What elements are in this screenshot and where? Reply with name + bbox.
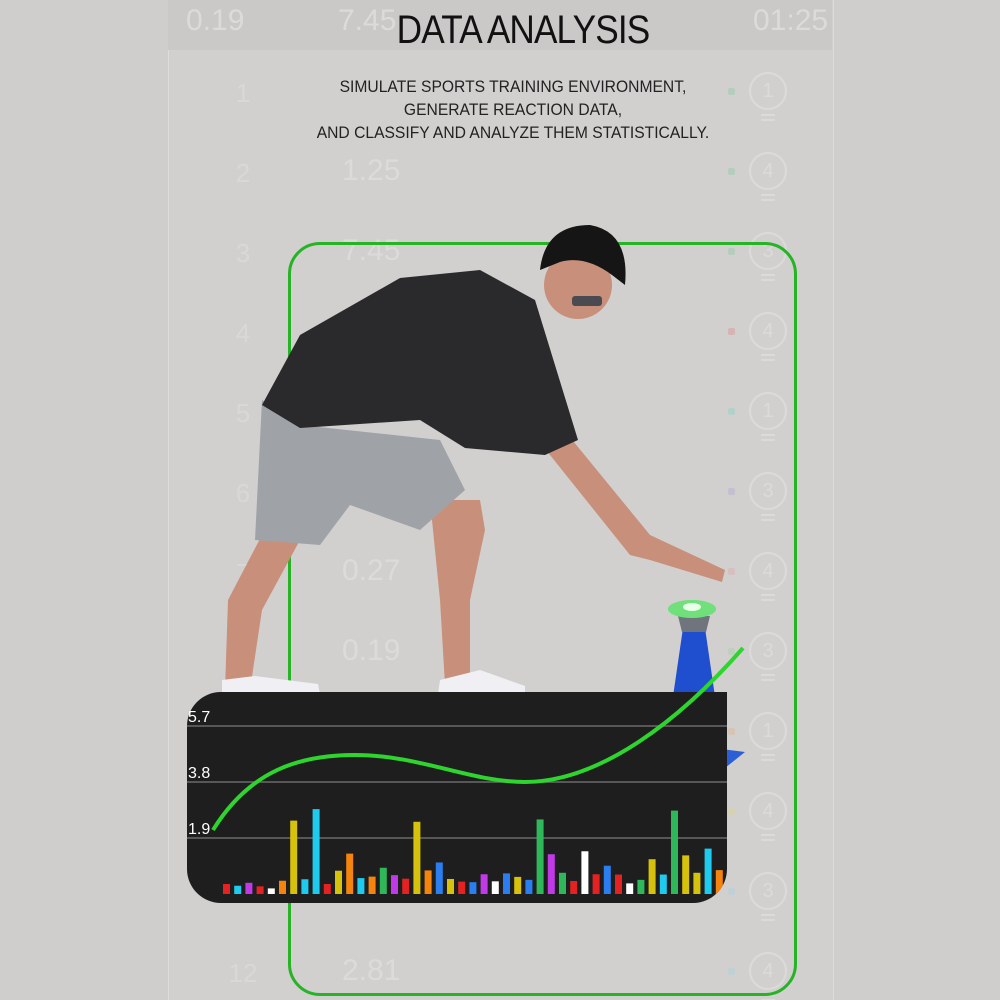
bar (626, 883, 634, 894)
bg-header-time: 01:25 (753, 4, 829, 37)
bar (682, 855, 690, 894)
bar (536, 819, 544, 894)
bg-row-status-dot (728, 968, 735, 975)
bg-target-bulb-icon: 3 (749, 872, 787, 916)
background-header-band: 0.19 7.45 01:25 (168, 0, 832, 50)
bg-target-bulb-icon: 1 (749, 72, 787, 116)
bar (547, 854, 555, 894)
bar (323, 883, 331, 894)
bg-row-value: 1.25 (342, 154, 401, 187)
bar (256, 886, 264, 894)
glasses-icon (572, 296, 602, 306)
bar (581, 851, 589, 894)
bar (413, 821, 421, 894)
athlete (222, 225, 725, 694)
bg-target-bulb-icon: 3 (749, 632, 787, 676)
bar (491, 881, 499, 894)
reaction-chart-panel (187, 692, 727, 903)
bar (603, 865, 611, 894)
bg-target-bulb-icon: 4 (749, 552, 787, 596)
bg-row-index: 12 (228, 958, 258, 988)
bar (379, 867, 387, 894)
bg-row-status-dot (728, 408, 735, 415)
bar (279, 880, 286, 894)
bar (559, 872, 566, 894)
bg-target-bulb-icon: 4 (749, 792, 787, 836)
bar (659, 874, 667, 894)
bar (693, 872, 701, 894)
bar (525, 879, 533, 894)
bar (480, 874, 488, 894)
y-tick-label: 5.7 (188, 709, 211, 726)
bg-row-status-dot (728, 568, 735, 575)
bg-row-index: 4 (235, 318, 251, 348)
bar (447, 878, 454, 894)
bar (223, 883, 230, 894)
bg-row-status-dot (728, 328, 735, 335)
bar (469, 882, 477, 894)
bar (715, 870, 723, 894)
bar (592, 874, 600, 894)
phone-frame-outline (288, 242, 797, 996)
bar (435, 862, 443, 894)
bar (301, 879, 309, 894)
y-tick-label: 1.9 (188, 821, 211, 838)
bar (312, 809, 320, 894)
bar (335, 870, 342, 894)
bg-row-status-dot (728, 168, 735, 175)
subtitle-line: GENERATE REACTION DATA, (403, 100, 623, 119)
bg-row-index: 2 (235, 158, 251, 188)
bar (570, 881, 578, 894)
bg-target-bulb-icon: 1 (749, 712, 787, 756)
bg-row-value: 0.27 (342, 554, 401, 587)
reaction-bar-chart (187, 725, 727, 894)
bar (368, 876, 376, 894)
bg-target-bulb-icon: 4 (749, 312, 787, 356)
shorts (255, 400, 465, 545)
bar (346, 853, 354, 894)
bar (267, 888, 275, 894)
bg-row-value: 2.81 (342, 954, 401, 987)
bar (615, 874, 622, 894)
front-leg (430, 500, 485, 685)
hair (540, 225, 626, 285)
bar (245, 882, 253, 894)
bg-target-bulb-icon: 1 (749, 392, 787, 436)
bg-row-index: 3 (235, 238, 251, 268)
subtitle-line: AND CLASSIFY AND ANALYZE THEM STATISTICA… (316, 123, 710, 142)
bar (290, 820, 298, 894)
bg-row-status-dot (728, 488, 735, 495)
bar (637, 879, 645, 894)
bar (648, 859, 656, 894)
page-title: DATA ANALYSIS (396, 8, 651, 52)
shirt (262, 270, 578, 455)
bg-row-status-dot (728, 248, 735, 255)
bar (234, 885, 242, 894)
arm (530, 425, 725, 582)
bg-header-value: 0.19 (186, 4, 245, 37)
bg-row-index: 5 (235, 398, 251, 428)
y-tick-label: 3.8 (188, 765, 211, 782)
bar (391, 875, 398, 894)
bg-target-bulb-icon: 3 (749, 472, 787, 516)
bg-row-index: 6 (235, 478, 251, 508)
bar (357, 878, 365, 894)
bar (402, 878, 410, 894)
bg-row-value: 7.45 (342, 234, 401, 267)
subtitle-line: SIMULATE SPORTS TRAINING ENVIRONMENT, (339, 77, 687, 96)
bar (514, 876, 522, 894)
bar (503, 873, 510, 894)
bg-header-value: 7.45 (338, 4, 397, 37)
bg-row-status-dot (728, 888, 735, 895)
bar (671, 810, 678, 894)
bar (704, 848, 712, 894)
bar (424, 870, 432, 894)
bar (458, 881, 466, 894)
bg-target-bulb-icon: 4 (749, 152, 787, 196)
bg-row-status-dot (728, 88, 735, 95)
bg-row-index: 1 (235, 78, 251, 108)
back-leg (225, 535, 300, 690)
